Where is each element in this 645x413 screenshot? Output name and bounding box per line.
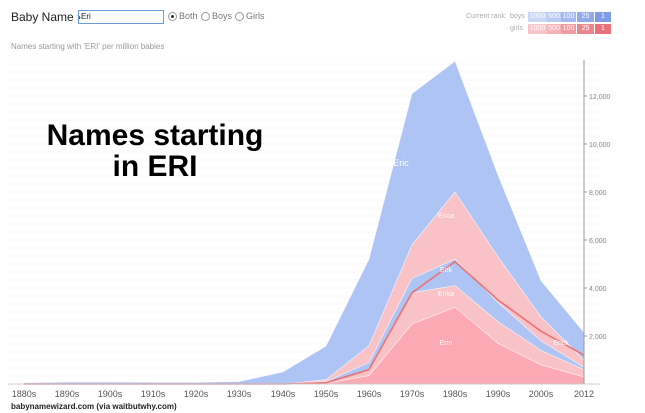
x-tick-label: 1970s xyxy=(400,389,425,399)
x-tick-label: 1990s xyxy=(486,389,511,399)
rank-boys-1[interactable]: 1 xyxy=(595,12,611,22)
radio-both[interactable] xyxy=(168,12,177,21)
radio-both-label: Both xyxy=(179,11,198,21)
stacked-areas xyxy=(23,60,585,385)
x-tick-label: 1980s xyxy=(443,389,468,399)
x-tick-label: 1910s xyxy=(141,389,166,399)
radio-boys[interactable] xyxy=(201,12,210,21)
baby-name-label: Baby Name › xyxy=(11,10,82,24)
x-tick-label: 1960s xyxy=(357,389,382,399)
current-rank-label: Current rank: xyxy=(466,13,507,20)
radio-boys-label: Boys xyxy=(212,11,233,21)
rank-girls-25[interactable]: 25 xyxy=(577,24,594,34)
rank-girls-1[interactable]: 1 xyxy=(595,24,611,34)
series-label-erick: Erick xyxy=(553,340,569,347)
rank-boys-100[interactable]: 100 xyxy=(561,12,576,22)
chart-subtitle: Names starting with 'ERI' per million ba… xyxy=(11,42,165,51)
series-label-erik: Erik xyxy=(440,267,453,274)
rank-boys-500[interactable]: 500 xyxy=(547,12,561,22)
top-bar: Baby Name › Eri Both Boys Girls Current … xyxy=(0,0,645,36)
radio-girls[interactable] xyxy=(235,12,244,21)
rank-boys-25[interactable]: 25 xyxy=(577,12,594,22)
rank-boys-1000[interactable]: 1000 xyxy=(528,12,547,22)
series-label-erika: Erika xyxy=(438,291,454,298)
x-tick-label: 1920s xyxy=(184,389,209,399)
name-search-input[interactable]: Eri xyxy=(78,10,164,24)
series-labels: Erin Erika Erik Erica Eric Erick xyxy=(393,158,569,347)
y-axis: 2,000 4,000 6,000 8,000 10,000 12,000 xyxy=(583,60,611,384)
x-tick-label: 1930s xyxy=(227,389,252,399)
series-label-erica: Erica xyxy=(438,213,454,220)
y-tick-label: 10,000 xyxy=(589,142,611,149)
overlay-title: Names starting in ERI xyxy=(20,120,290,182)
y-tick-label: 6,000 xyxy=(589,238,607,245)
rank-boys-label: boys xyxy=(510,13,525,20)
rank-girls-label: girls xyxy=(510,25,523,32)
source-credit: babynamewizard.com (via waitbutwhy.com) xyxy=(11,402,177,411)
x-axis: 1880s 1890s 1900s 1910s 1920s 1930s 1940s 1950s… xyxy=(8,383,600,399)
x-tick-label: 1880s xyxy=(12,389,37,399)
overlay-title-line-1: Names starting xyxy=(46,119,264,152)
radio-girls-label: Girls xyxy=(246,11,265,21)
y-tick-label: 2,000 xyxy=(589,334,607,341)
x-tick-label: 2000s xyxy=(529,389,554,399)
y-tick-label: 12,000 xyxy=(589,94,611,101)
series-label-eric: Eric xyxy=(393,158,409,168)
overlay-title-line-2: in ERI xyxy=(112,150,198,183)
series-label-erin: Erin xyxy=(440,340,453,347)
rank-girls-500[interactable]: 500 xyxy=(547,24,561,34)
x-tick-label: 2012 xyxy=(574,389,594,399)
x-tick-label: 1900s xyxy=(98,389,123,399)
x-tick-label: 1890s xyxy=(55,389,80,399)
x-tick-label: 1950s xyxy=(314,389,339,399)
y-tick-label: 4,000 xyxy=(589,286,607,293)
rank-girls-1000[interactable]: 1000 xyxy=(528,24,547,34)
rank-girls-100[interactable]: 100 xyxy=(561,24,576,34)
y-tick-label: 8,000 xyxy=(589,190,607,197)
x-tick-label: 1940s xyxy=(271,389,296,399)
